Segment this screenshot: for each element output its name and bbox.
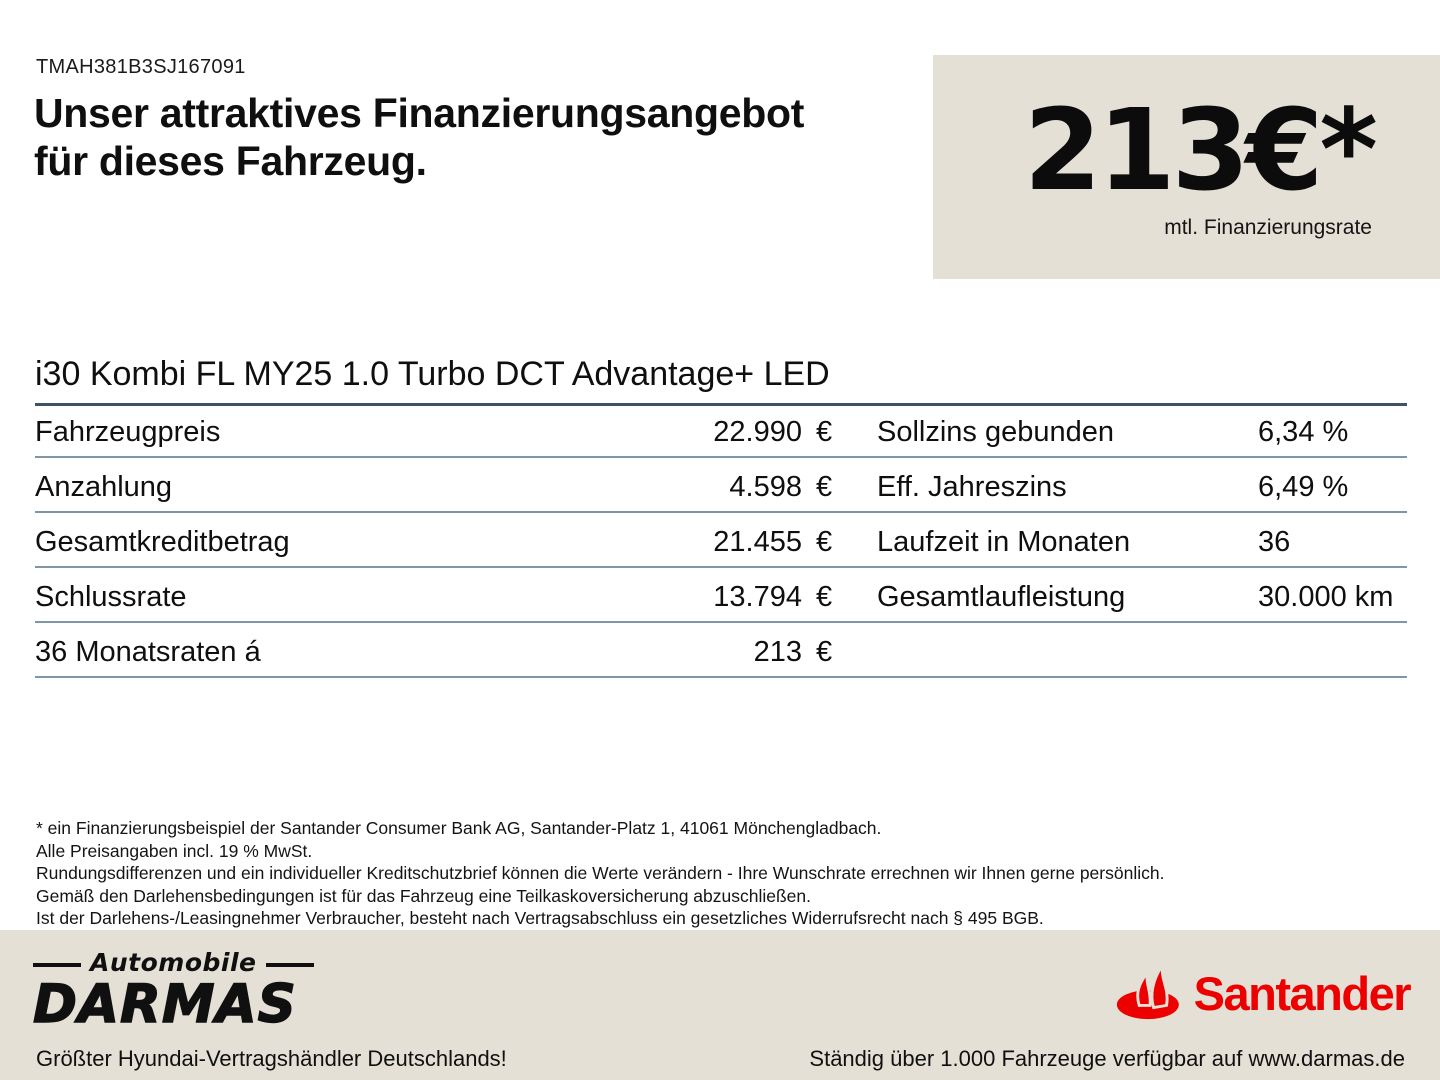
table-row: Fahrzeugpreis 22.990 € Sollzins gebunden…: [35, 403, 1407, 458]
dealer-logo-name: DARMAS: [32, 974, 297, 1035]
row-label-left: Schlussrate: [35, 581, 187, 613]
row-value-left: 21.455: [713, 526, 802, 558]
dealer-logo-top-text: Automobile: [90, 948, 257, 977]
page-title-line2: für dieses Fahrzeug.: [34, 137, 427, 184]
row-label-left: 36 Monatsraten á: [35, 636, 261, 668]
row-value-left: 4.598: [729, 471, 802, 503]
dealer-tagline: Größter Hyundai-Vertragshändler Deutschl…: [36, 1046, 507, 1071]
row-value-left: 22.990: [713, 416, 802, 448]
disclaimer-line: Ist der Darlehens-/Leasingnehmer Verbrau…: [36, 908, 1044, 929]
row-value-right: 6,34 %: [1258, 416, 1349, 448]
row-label-right: Laufzeit in Monaten: [877, 526, 1131, 558]
row-unit-left: €: [816, 416, 833, 448]
row-unit-left: €: [816, 581, 833, 613]
monthly-rate-caption: mtl. Finanzierungsrate: [1164, 216, 1372, 240]
row-unit-left: €: [816, 471, 833, 503]
disclaimer-block: * ein Finanzierungsbeispiel der Santande…: [36, 817, 1164, 930]
footer-bar: Automobile DARMAS Größter Hyundai-Vertra…: [0, 930, 1440, 1080]
page-title-line1: Unser attraktives Finanzierungsangebot: [34, 90, 805, 136]
row-value-right: 30.000 km: [1258, 581, 1394, 613]
disclaimer-line: Alle Preisangaben incl. 19 % MwSt.: [36, 840, 313, 861]
row-label-right: Sollzins gebunden: [877, 416, 1115, 448]
row-unit-left: €: [816, 526, 833, 558]
table-row: Gesamtkreditbetrag 21.455 € Laufzeit in …: [35, 513, 1407, 568]
row-label-left: Fahrzeugpreis: [35, 416, 221, 448]
table-row: 36 Monatsraten á 213 €: [35, 623, 1407, 678]
row-label-left: Anzahlung: [35, 471, 173, 503]
dealer-logo-top: Automobile: [33, 948, 314, 977]
row-label-right: Eff. Jahreszins: [877, 471, 1067, 503]
monthly-rate-box: 213€* mtl. Finanzierungsrate: [933, 55, 1440, 279]
row-value-left: 213: [753, 636, 802, 668]
logo-rule-left: [33, 962, 81, 967]
monthly-rate-amount: 213€*: [1023, 85, 1378, 216]
row-label-left: Gesamtkreditbetrag: [35, 526, 290, 558]
row-unit-left: €: [816, 636, 833, 668]
table-row: Schlussrate 13.794 € Gesamtlaufleistung …: [35, 568, 1407, 623]
row-label-right: Gesamtlaufleistung: [877, 581, 1126, 613]
bank-logo: Santander: [1114, 962, 1412, 1025]
row-value-right: 36: [1258, 526, 1291, 558]
vehicle-model-title: i30 Kombi FL MY25 1.0 Turbo DCT Advantag…: [35, 355, 1407, 406]
row-value-left: 13.794: [713, 581, 802, 613]
disclaimer-line: * ein Finanzierungsbeispiel der Santande…: [36, 818, 882, 838]
financing-table: Fahrzeugpreis 22.990 € Sollzins gebunden…: [35, 403, 1407, 678]
vehicle-vin: TMAH381B3SJ167091: [36, 56, 246, 78]
bank-wordmark: Santander: [1193, 967, 1412, 1020]
table-row: Anzahlung 4.598 € Eff. Jahreszins 6,49 %: [35, 458, 1407, 513]
dealer-logo: Automobile DARMAS: [32, 948, 314, 1035]
santander-flame-icon: [1114, 962, 1186, 1025]
disclaimer-line: Gemäß den Darlehensbedingungen ist für d…: [36, 885, 811, 906]
disclaimer-line: Rundungsdifferenzen und ein individuelle…: [36, 863, 1165, 884]
row-value-right: 6,49 %: [1258, 471, 1349, 503]
page-title: Unser attraktives Finanzierungsangebot f…: [34, 90, 804, 186]
logo-rule-right: [265, 962, 314, 967]
bank-tagline: Ständig über 1.000 Fahrzeuge verfügbar a…: [809, 1046, 1405, 1071]
